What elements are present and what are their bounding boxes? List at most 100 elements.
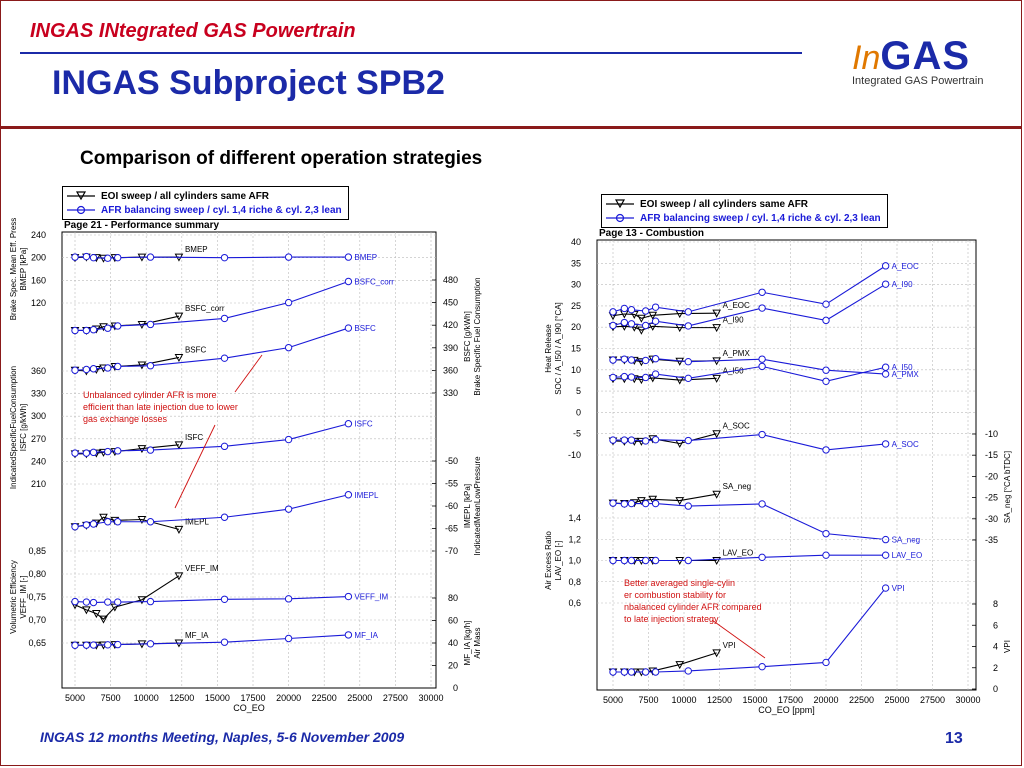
data-point-afr (758, 662, 766, 671)
data-point-afr (651, 317, 660, 325)
data-point-afr (89, 448, 98, 457)
legend-afr-swatch (606, 213, 634, 223)
data-point-afr (609, 436, 617, 444)
data-point-eoi (99, 615, 108, 624)
x-tick-label: 30000 (418, 693, 443, 703)
data-point-afr (758, 362, 766, 371)
data-point-afr (284, 595, 293, 603)
data-point-afr (641, 307, 650, 315)
y2-tick-label: 330 (443, 388, 458, 398)
x-axis-label: CO_EO (233, 703, 265, 713)
data-point-afr (881, 363, 890, 371)
data-point-afr (609, 556, 617, 565)
header-bottom-rule (0, 126, 1022, 129)
x-tick-label: 22500 (312, 693, 337, 703)
panel-bsfc-corr: 480 450 420 390 360 330 BSFC [g/kWh] Brake Spec… (70, 275, 482, 398)
data-point-afr (104, 641, 112, 649)
y-tick-label: 160 (31, 275, 46, 285)
data-point-afr (620, 668, 629, 676)
data-point-afr (82, 449, 91, 457)
series-label: IMEPL (354, 491, 379, 500)
y-tick-label: 0,75 (28, 592, 46, 602)
data-point-afr (684, 436, 692, 445)
legend-entry-eoi: EOI sweep / all cylinders same AFR (67, 189, 342, 203)
series-label: LAV_EO (892, 551, 923, 560)
logo-gas: GAS (880, 34, 971, 78)
data-point-afr (822, 300, 830, 308)
y-axis-label: Brake Spec. Mean Eff. Press (9, 218, 18, 321)
legend-right: EOI sweep / all cylinders same AFR AFR b… (601, 194, 888, 228)
x-tick-label: 12500 (707, 695, 732, 705)
data-point-eoi (174, 353, 184, 362)
data-point-afr (609, 499, 617, 507)
data-point-afr (881, 440, 890, 448)
data-point-afr (620, 500, 629, 508)
x-tick-label: 20000 (813, 695, 838, 705)
data-point-afr (89, 520, 98, 528)
y-tick-label: 270 (31, 434, 46, 444)
data-point-afr (684, 374, 692, 383)
data-point-afr (89, 253, 98, 262)
data-point-afr (609, 308, 617, 316)
data-point-afr (758, 553, 766, 562)
x-tick-label: 30000 (955, 695, 980, 705)
data-point-afr (627, 436, 636, 444)
y2-tick-label: 450 (443, 298, 458, 308)
logo-subtitle: Integrated GAS Powertrain (852, 75, 984, 87)
y2-tick-label: -70 (445, 546, 458, 556)
data-point-afr (881, 551, 890, 559)
x-tick-label: 25000 (884, 695, 909, 705)
series-label: A_I50 (892, 363, 913, 372)
series-label: BMEP (185, 245, 208, 254)
y-tick-label: 240 (31, 456, 46, 466)
data-point-afr (684, 556, 692, 565)
data-point-afr (651, 355, 660, 363)
y2-tick-label: -20 (985, 471, 998, 481)
series-label: A_PMX (723, 349, 751, 358)
y-tick-label: 0 (576, 407, 581, 417)
panel-bsfc: 360 330 300 270 240 210 IndicatedSpecificFuelC… (9, 324, 436, 489)
data-point-afr (284, 253, 293, 261)
y-tick-label: 0,6 (568, 598, 581, 608)
y2-tick-label: 2 (993, 663, 998, 673)
data-point-afr (627, 373, 636, 381)
data-point-eoi (174, 572, 184, 581)
data-point-afr (620, 436, 629, 444)
x-tick-label: 22500 (849, 695, 874, 705)
data-point-afr (609, 373, 617, 382)
legend-afr-swatch (67, 205, 95, 215)
panel-mf-ia: MF_IA MF_IA (70, 631, 379, 650)
x-tick-label: 17500 (778, 695, 803, 705)
y-axis-label: LAV_EO [-] (554, 541, 563, 581)
data-point-afr (284, 435, 293, 444)
data-point-afr (627, 356, 636, 364)
data-point-afr (609, 356, 617, 364)
series-label: MF_IA (185, 631, 209, 640)
data-point-afr (114, 362, 122, 371)
data-point-afr (758, 355, 766, 363)
y2-tick-label: -65 (445, 524, 458, 534)
annotation-arrow (711, 619, 766, 659)
data-point-afr (641, 373, 650, 382)
data-point-afr (609, 321, 617, 330)
y-tick-label: 1,0 (568, 556, 581, 566)
legend-eoi-label: EOI sweep / all cylinders same AFR (640, 198, 809, 210)
y2-tick-label: 480 (443, 275, 458, 285)
y2-tick-label: 8 (993, 599, 998, 609)
data-point-afr (881, 370, 890, 378)
data-point-eoi (712, 324, 721, 333)
annotation-text: gas exchange losses (83, 414, 168, 424)
series-label: ISFC (354, 420, 372, 429)
y-axis-label: SOC / A_I50 / A_I90 [°CA] (554, 302, 563, 395)
x-tick-label: 15000 (205, 693, 230, 703)
series-label: VEFF_IM (185, 564, 219, 573)
data-point-afr (609, 668, 617, 676)
data-point-afr (114, 518, 122, 526)
data-point-afr (71, 326, 79, 335)
panel-vpi: 8 6 4 2 0 VPI VPI VPI (608, 584, 1012, 694)
series-label: BSFC (185, 345, 207, 354)
series-label: A_I90 (723, 316, 744, 325)
data-point-afr (220, 442, 229, 451)
data-point-eoi (648, 311, 658, 320)
y2-tick-label: -30 (985, 514, 998, 524)
